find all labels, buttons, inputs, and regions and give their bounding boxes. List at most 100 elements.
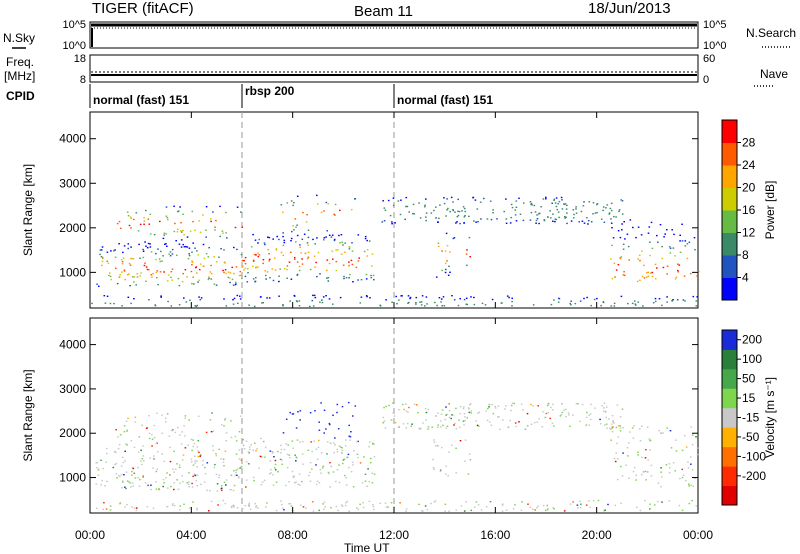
- echo-cell: [391, 221, 393, 223]
- echo-cell: [153, 234, 156, 236]
- echo-cell: [241, 265, 244, 267]
- echo-cell: [462, 407, 465, 410]
- echo-cell: [291, 413, 294, 415]
- echo-cell: [437, 242, 440, 244]
- echo-cell: [235, 453, 238, 455]
- echo-cell: [332, 471, 335, 473]
- echo-cell: [245, 479, 248, 481]
- echo-cell: [603, 510, 606, 512]
- echo-cell: [679, 477, 681, 480]
- echo-cell: [641, 473, 643, 476]
- echo-cell: [649, 241, 651, 243]
- echo-cell: [535, 219, 538, 222]
- echo-cell: [218, 256, 220, 258]
- echo-cell: [568, 414, 570, 416]
- echo-cell: [656, 234, 658, 237]
- echo-cell: [633, 425, 635, 427]
- echo-cell: [606, 204, 609, 206]
- echo-cell: [615, 216, 617, 218]
- echo-cell: [494, 405, 496, 408]
- echo-cell: [224, 262, 226, 264]
- echo-cell: [544, 509, 547, 512]
- echo-cell: [513, 402, 515, 405]
- echo-cell: [223, 425, 225, 427]
- echo-cell: [314, 243, 316, 245]
- echo-cell: [135, 212, 138, 214]
- x-axis-label: Time UT: [344, 541, 390, 554]
- echo-cell: [163, 232, 166, 234]
- echo-cell: [123, 245, 126, 247]
- echo-cell: [225, 305, 228, 307]
- echo-cell: [424, 505, 427, 507]
- echo-cell: [233, 484, 236, 487]
- freq-tick-left-top: 18: [74, 53, 86, 65]
- echo-cell: [446, 425, 449, 427]
- echo-cell: [175, 240, 177, 242]
- echo-cell: [109, 509, 112, 511]
- echo-cell: [296, 439, 299, 441]
- echo-cell: [318, 509, 320, 512]
- echo-cell: [324, 506, 327, 508]
- echo-cell: [222, 458, 225, 460]
- echo-cell: [105, 508, 108, 510]
- echo-cell: [608, 213, 611, 215]
- echo-cell: [290, 237, 293, 240]
- echo-cell: [95, 462, 98, 464]
- echo-cell: [687, 467, 690, 469]
- echo-cell: [640, 234, 643, 236]
- echo-cell: [307, 256, 310, 258]
- echo-cell: [134, 416, 137, 418]
- echo-cell: [511, 206, 514, 209]
- echo-cell: [219, 205, 221, 208]
- echo-cell: [645, 276, 648, 278]
- colorbar-tick-label: 24: [742, 158, 756, 172]
- echo-cell: [179, 505, 182, 507]
- echo-cell: [248, 504, 250, 506]
- plot-frame: [89, 111, 699, 309]
- echo-cell: [634, 303, 637, 305]
- echo-cell: [252, 278, 255, 280]
- echo-cell: [210, 431, 213, 433]
- echo-cell: [288, 454, 291, 456]
- echo-cell: [322, 503, 324, 505]
- echo-cell: [483, 197, 485, 200]
- echo-cell: [430, 212, 433, 214]
- echo-cell: [269, 450, 272, 452]
- echo-cell: [231, 266, 233, 269]
- echo-cell: [687, 461, 689, 463]
- echo-cell: [158, 488, 161, 491]
- echo-cell: [272, 238, 274, 240]
- echo-cell: [437, 412, 439, 414]
- echo-cell: [458, 210, 461, 213]
- echo-cell: [232, 299, 234, 301]
- echo-cell: [320, 472, 322, 474]
- colorbar-tick-label: 15: [742, 391, 756, 405]
- echo-cell: [644, 457, 647, 459]
- echo-cell: [582, 205, 585, 207]
- echo-cell: [610, 222, 613, 224]
- echo-cell: [435, 445, 437, 447]
- echo-cell: [272, 484, 275, 486]
- echo-cell: [688, 483, 690, 485]
- echo-cell: [233, 505, 235, 507]
- echo-cell: [260, 456, 263, 458]
- echo-cell: [162, 478, 165, 481]
- echo-cell: [187, 483, 190, 486]
- echo-cell: [280, 500, 282, 502]
- echo-cell: [264, 270, 267, 272]
- echo-cell: [315, 464, 317, 466]
- echo-cell: [696, 275, 698, 277]
- echo-cell: [371, 265, 373, 267]
- echo-cell: [218, 448, 220, 451]
- echo-cell: [224, 417, 227, 420]
- echo-cell: [645, 449, 647, 451]
- echo-cell: [551, 202, 553, 204]
- echo-cell: [359, 302, 362, 304]
- echo-cell: [342, 462, 344, 465]
- echo-cell: [283, 241, 286, 244]
- echo-cell: [338, 464, 340, 466]
- echo-cell: [271, 451, 274, 453]
- radar-title: TIGER (fitACF): [92, 0, 194, 17]
- echo-cell: [131, 276, 134, 278]
- colorbar-swatch: [722, 485, 737, 506]
